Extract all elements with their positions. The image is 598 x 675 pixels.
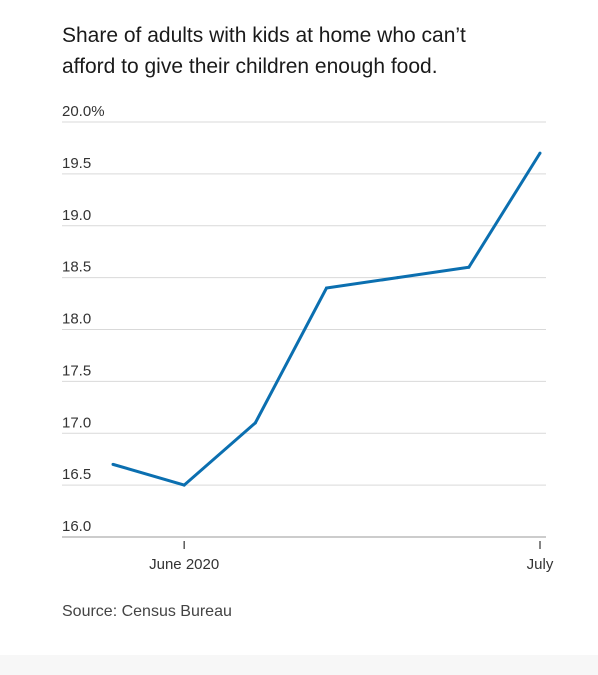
y-tick-label: 19.0 [62, 207, 91, 224]
chart-title-line-2: afford to give their children enough foo… [62, 55, 438, 78]
y-tick-label: 17.5 [62, 362, 91, 379]
bottom-band [0, 655, 598, 675]
x-tick-label: June 2020 [149, 556, 219, 573]
y-tick-label: 17.0 [62, 414, 91, 431]
data-point [467, 265, 471, 269]
data-point [182, 483, 186, 487]
chart-title-line-1: Share of adults with kids at home who ca… [62, 24, 466, 47]
y-tick-label: 16.0 [62, 518, 91, 535]
data-point [253, 421, 257, 425]
source-note: Source: Census Bureau [62, 603, 232, 620]
y-tick-label: 19.5 [62, 155, 91, 172]
y-tick-label: 16.5 [62, 466, 91, 483]
chart-title: Share of adults with kids at home who ca… [62, 20, 572, 82]
y-tick-label: 18.0 [62, 311, 91, 328]
data-point [396, 276, 400, 280]
data-point [325, 286, 328, 290]
series-line [112, 152, 542, 487]
data-point [538, 151, 542, 155]
y-tick-label: 18.5 [62, 259, 91, 276]
x-tick-label: July [527, 556, 554, 573]
data-point [111, 462, 115, 466]
y-tick-label: 20.0% [62, 103, 105, 120]
line-chart: 20.0% 19.5 19.0 18.5 18.0 17.5 17.0 16.5 16.0 Jun… [62, 103, 554, 573]
